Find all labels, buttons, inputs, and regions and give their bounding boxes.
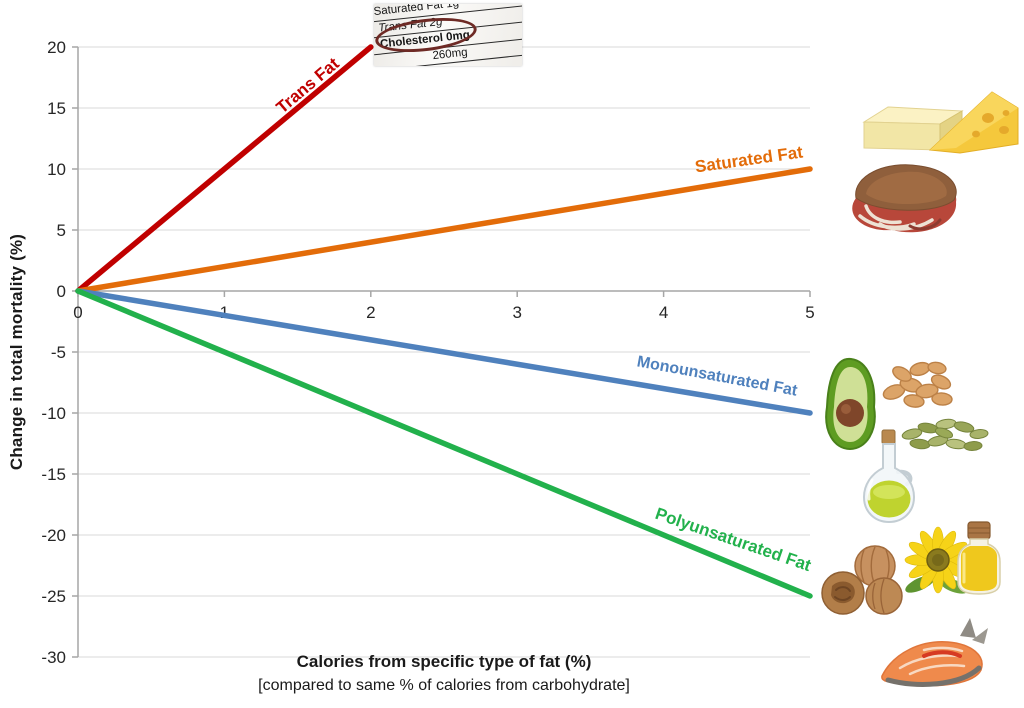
y-tick-label: 5 bbox=[57, 221, 66, 240]
series-line-saturated-fat bbox=[75, 166, 813, 294]
almonds-icon bbox=[882, 361, 953, 408]
x-axis-subtitle: [compared to same % of calories from car… bbox=[258, 677, 630, 694]
y-tick-label: 20 bbox=[47, 38, 66, 57]
y-tick-label: 0 bbox=[57, 282, 66, 301]
x-tick-label: 4 bbox=[659, 303, 668, 322]
x-axis-title: Calories from specific type of fat (%) bbox=[296, 652, 592, 671]
sunflower-oil-bottle-icon bbox=[957, 521, 1001, 595]
walnuts-icon bbox=[821, 545, 903, 615]
x-tick-label: 2 bbox=[366, 303, 375, 322]
y-tick-label: -5 bbox=[51, 343, 66, 362]
y-axis-title: Change in total mortality (%) bbox=[7, 233, 26, 471]
x-tick-label: 1 bbox=[220, 303, 229, 322]
y-tick-label: 15 bbox=[47, 99, 66, 118]
y-tick-label: 10 bbox=[47, 160, 66, 179]
y-tick-label: -15 bbox=[41, 465, 66, 484]
salmon-icon bbox=[881, 618, 988, 687]
avocado-icon bbox=[825, 357, 876, 451]
series-line-polyunsaturated-fat bbox=[75, 288, 813, 599]
y-tick-label: -10 bbox=[41, 404, 66, 423]
y-tick-label: -30 bbox=[41, 648, 66, 667]
olive-oil-bottle-icon bbox=[862, 429, 916, 524]
pumpkin-seeds-icon bbox=[901, 418, 989, 451]
nutrition-label-photo: Saturated Fat 1g Trans Fat 2g Cholestero… bbox=[374, 4, 522, 66]
meat-icon bbox=[852, 164, 957, 233]
series-line-monounsaturated-fat bbox=[75, 288, 813, 416]
cheese-icon bbox=[928, 91, 1019, 154]
x-tick-label: 3 bbox=[512, 303, 521, 322]
y-tick-label: -20 bbox=[41, 526, 66, 545]
x-tick-label: 5 bbox=[805, 303, 814, 322]
series-line-trans-fat bbox=[75, 44, 374, 294]
x-tick-label: 0 bbox=[73, 303, 82, 322]
y-tick-label: -25 bbox=[41, 587, 66, 606]
